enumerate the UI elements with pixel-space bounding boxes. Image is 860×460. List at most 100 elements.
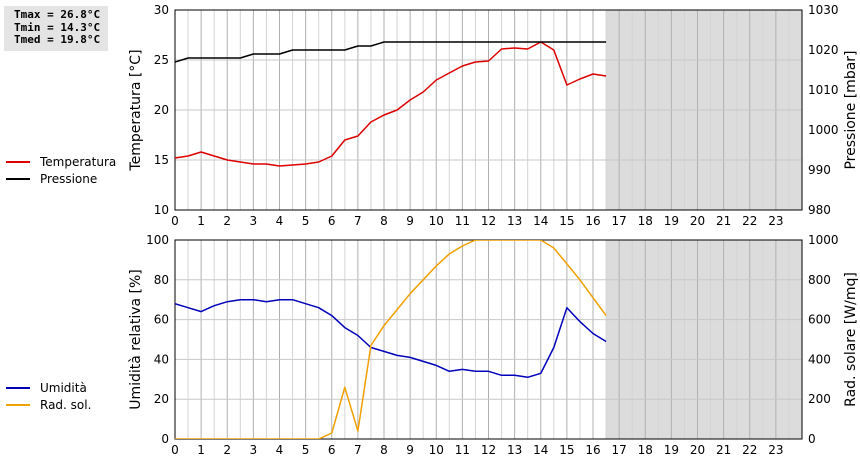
chart1-xtick-label: 19 [664, 214, 679, 228]
chart2-ylabel: Umidità relativa [%] [128, 269, 144, 410]
chart2-y2tick-label: 400 [808, 352, 831, 366]
chart2-xtick-label: 19 [664, 443, 679, 457]
chart1-y2tick-label: 980 [808, 203, 831, 217]
legend-bottom: Umidità Rad. sol. [6, 379, 91, 413]
legend-top: Temperatura Pressione [6, 153, 116, 187]
chart1-xtick-label: 18 [638, 214, 653, 228]
chart1-xtick-label: 2 [223, 214, 231, 228]
chart2-xtick-label: 17 [611, 443, 626, 457]
chart2-ytick-label: 100 [146, 233, 169, 247]
chart1-xtick-label: 11 [455, 214, 470, 228]
chart1-xtick-label: 20 [690, 214, 705, 228]
chart2-xtick-label: 22 [742, 443, 757, 457]
chart2-xtick-label: 15 [559, 443, 574, 457]
chart1-xtick-label: 23 [768, 214, 783, 228]
chart2-xtick-label: 11 [455, 443, 470, 457]
chart2-xtick-label: 20 [690, 443, 705, 457]
chart1-y2tick-label: 990 [808, 163, 831, 177]
chart2-xtick-label: 10 [429, 443, 444, 457]
chart1-ylabel: Temperatura [°C] [128, 49, 144, 171]
tmin-label: Tmin = 14.3°C [14, 20, 101, 34]
chart2-series-rad-sol [175, 240, 607, 439]
chart2-xtick-label: 5 [302, 443, 310, 457]
chart2-y2tick-label: 800 [808, 273, 831, 287]
chart2-ytick-label: 40 [154, 352, 169, 366]
chart1-y2tick-label: 1030 [808, 3, 839, 17]
chart1-xtick-label: 8 [380, 214, 388, 228]
chart2-xtick-label: 14 [533, 443, 548, 457]
chart2-xtick-label: 18 [638, 443, 653, 457]
chart2-ytick-label: 20 [154, 392, 169, 406]
legend-item-rad-sol: Rad. sol. [6, 396, 91, 413]
chart1-ytick-label: 10 [154, 203, 169, 217]
chart1-xtick-label: 21 [716, 214, 731, 228]
chart2-y2label: Rad. solare [W/mq] [843, 272, 859, 407]
chart1-ytick-label: 30 [154, 3, 169, 17]
chart1-frame [174, 9, 803, 211]
chart1-xtick-label: 9 [406, 214, 414, 228]
chart1-y2tick-label: 1010 [808, 83, 839, 97]
chart2-xtick-label: 3 [250, 443, 258, 457]
chart1-ytick-label: 20 [154, 103, 169, 117]
chart2-y2tick-label: 200 [808, 392, 831, 406]
chart2-y2tick-label: 1000 [808, 233, 839, 247]
legend-swatch-umidita [6, 386, 30, 389]
chart1-xtick-label: 12 [481, 214, 496, 228]
legend-label-temperatura: Temperatura [40, 154, 117, 169]
chart2-xtick-label: 4 [276, 443, 284, 457]
chart2-y2tick-label: 0 [808, 432, 816, 446]
tmax-label: Tmax = 26.8°C [14, 8, 101, 21]
chart2-series-umidita [175, 298, 607, 379]
chart1-series-temperatura [175, 41, 607, 167]
chart1-xtick-label: 3 [250, 214, 258, 228]
chart1-xtick-label: 22 [742, 214, 757, 228]
chart1-xtick-label: 4 [276, 214, 284, 228]
chart1-xtick-label: 5 [302, 214, 310, 228]
chart2-xtick-label: 21 [716, 443, 731, 457]
chart2-xtick-label: 12 [481, 443, 496, 457]
tmed-label: Tmed = 19.8°C [14, 33, 101, 46]
chart2-xtick-label: 0 [171, 443, 179, 457]
chart1-xtick-label: 1 [197, 214, 205, 228]
legend-swatch-rad-sol [6, 403, 30, 406]
chart1-xtick-label: 15 [559, 214, 574, 228]
chart1-y2tick-label: 1020 [808, 43, 839, 57]
chart1-xtick-label: 0 [171, 214, 179, 228]
chart1-y2tick-label: 1000 [808, 123, 839, 137]
legend-swatch-temperatura [6, 160, 30, 163]
chart1-xtick-label: 7 [354, 214, 362, 228]
chart1-y2label: Pressione [mbar] [843, 50, 859, 169]
chart1-xtick-label: 16 [585, 214, 600, 228]
chart1-ytick-label: 25 [154, 53, 169, 67]
legend-label-rad-sol: Rad. sol. [40, 397, 92, 412]
legend-item-umidita: Umidità [6, 379, 91, 396]
chart2-xtick-label: 6 [328, 443, 336, 457]
chart1-xtick-label: 6 [328, 214, 336, 228]
chart2-xtick-label: 1 [197, 443, 205, 457]
chart1-xtick-label: 14 [533, 214, 548, 228]
legend-item-pressione: Pressione [6, 170, 116, 187]
chart2-xtick-label: 16 [585, 443, 600, 457]
stats-box: Tmax = 26.8°C Tmin = 14.3°C Tmed = 19.8°… [4, 6, 108, 51]
chart2-xtick-label: 2 [223, 443, 231, 457]
legend-swatch-pressione [6, 177, 30, 180]
chart1-xtick-label: 10 [429, 214, 444, 228]
chart2-xtick-label: 8 [380, 443, 388, 457]
chart2-ytick-label: 0 [161, 432, 169, 446]
chart1-xtick-label: 13 [507, 214, 522, 228]
chart2-xtick-label: 9 [406, 443, 414, 457]
chart2-no-data-area [606, 240, 802, 439]
legend-item-temperatura: Temperatura [6, 153, 116, 170]
chart2-xtick-label: 23 [768, 443, 783, 457]
chart1-ytick-label: 15 [154, 153, 169, 167]
chart2-y2tick-label: 600 [808, 313, 831, 327]
legend-label-pressione: Pressione [40, 171, 98, 186]
chart1-series-pressione [175, 41, 607, 63]
chart1-xtick-label: 17 [611, 214, 626, 228]
chart2-ytick-label: 60 [154, 313, 169, 327]
chart2-ytick-label: 80 [154, 273, 169, 287]
chart2-xtick-label: 13 [507, 443, 522, 457]
legend-label-umidita: Umidità [40, 380, 87, 395]
chart2-xtick-label: 7 [354, 443, 362, 457]
